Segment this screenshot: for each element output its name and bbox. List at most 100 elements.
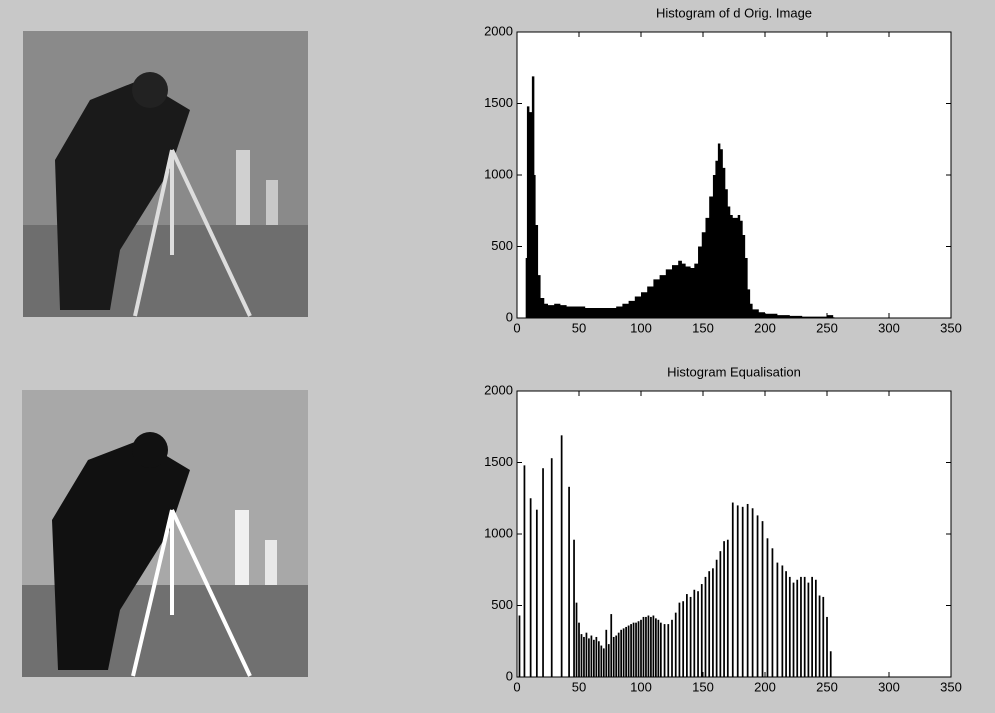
y-tick-label: 500 bbox=[491, 238, 513, 253]
x-tick-label: 350 bbox=[940, 320, 962, 335]
bar bbox=[776, 562, 779, 677]
bar bbox=[723, 541, 725, 677]
bar bbox=[615, 635, 618, 677]
bar bbox=[726, 539, 729, 677]
bar bbox=[612, 636, 615, 677]
bar bbox=[829, 651, 832, 677]
bar bbox=[761, 521, 764, 677]
x-tick-label: 200 bbox=[754, 679, 776, 694]
x-tick-label: 250 bbox=[816, 679, 838, 694]
bar bbox=[741, 506, 744, 677]
bar bbox=[630, 624, 632, 677]
bar bbox=[704, 576, 707, 677]
bar bbox=[652, 615, 655, 677]
y-tick-label: 1500 bbox=[484, 454, 513, 469]
x-tick-label: 350 bbox=[940, 679, 962, 694]
bar bbox=[667, 624, 670, 677]
bar bbox=[597, 641, 600, 677]
bar bbox=[542, 468, 544, 677]
bar bbox=[792, 582, 795, 677]
bar bbox=[595, 636, 598, 677]
y-tick-label: 0 bbox=[506, 309, 513, 324]
bar bbox=[635, 622, 637, 677]
bar bbox=[610, 614, 613, 677]
bar bbox=[625, 626, 627, 677]
bar bbox=[736, 505, 739, 677]
bar bbox=[674, 612, 677, 677]
bar bbox=[605, 629, 608, 677]
bar bbox=[697, 591, 699, 677]
bar bbox=[600, 645, 603, 677]
x-tick-label: 250 bbox=[816, 320, 838, 335]
bar bbox=[700, 584, 703, 677]
bar bbox=[796, 579, 799, 677]
x-tick-label: 200 bbox=[754, 320, 776, 335]
bar bbox=[640, 619, 642, 677]
bar bbox=[708, 571, 711, 677]
chart-title: Histogram Equalisation bbox=[667, 364, 801, 379]
bar bbox=[590, 635, 593, 677]
bar bbox=[622, 628, 625, 677]
bar bbox=[560, 435, 563, 677]
bar bbox=[715, 559, 718, 677]
bar bbox=[585, 632, 588, 677]
plot-area bbox=[517, 391, 951, 677]
bar bbox=[671, 619, 673, 677]
chart-title: Histogram of d Orig. Image bbox=[656, 5, 812, 20]
image-equalised bbox=[22, 390, 308, 677]
bar bbox=[580, 634, 583, 677]
bar bbox=[617, 632, 620, 677]
x-tick-label: 50 bbox=[572, 320, 586, 335]
bar bbox=[578, 622, 580, 677]
bar bbox=[647, 615, 650, 677]
bar bbox=[814, 579, 817, 677]
y-tick-label: 1000 bbox=[484, 525, 513, 540]
x-tick-label: 100 bbox=[630, 679, 652, 694]
bar bbox=[535, 509, 538, 677]
bar bbox=[818, 595, 821, 677]
bar bbox=[788, 576, 791, 677]
bar bbox=[826, 616, 828, 677]
bar bbox=[575, 602, 578, 677]
bar bbox=[731, 502, 734, 677]
axes: 0 50 100 150 200 250 300 350 0 500 1000 1500 2000 His… bbox=[484, 5, 962, 335]
x-tick-label: 50 bbox=[572, 679, 586, 694]
bar bbox=[650, 616, 652, 677]
bar bbox=[771, 548, 774, 677]
bar bbox=[781, 565, 784, 677]
bar bbox=[637, 621, 640, 677]
bar bbox=[529, 498, 532, 677]
bar bbox=[655, 618, 657, 677]
histogram-area bbox=[525, 76, 835, 318]
bar bbox=[523, 465, 526, 677]
x-tick-label: 0 bbox=[513, 320, 520, 335]
bar bbox=[746, 503, 749, 677]
y-tick-label: 1000 bbox=[484, 166, 513, 181]
y-tick-label: 0 bbox=[506, 668, 513, 683]
bar bbox=[573, 539, 575, 677]
bar bbox=[693, 589, 696, 677]
x-tick-label: 150 bbox=[692, 320, 714, 335]
bar bbox=[686, 594, 688, 677]
y-tick-label: 2000 bbox=[484, 382, 513, 397]
y-tick-label: 1500 bbox=[484, 95, 513, 110]
bar bbox=[588, 638, 590, 677]
x-tick-label: 0 bbox=[513, 679, 520, 694]
bar bbox=[657, 619, 660, 677]
bar bbox=[583, 636, 585, 677]
bar bbox=[811, 576, 813, 677]
bar bbox=[689, 596, 692, 677]
bar bbox=[550, 458, 553, 677]
bar bbox=[756, 515, 759, 677]
bar bbox=[751, 508, 754, 677]
bar bbox=[607, 644, 610, 677]
bar bbox=[803, 576, 806, 677]
axes: 0 50 100 150 200 250 300 350 0 500 1000 1500 2000 His… bbox=[484, 364, 962, 694]
bar bbox=[682, 601, 685, 677]
image-original bbox=[23, 31, 308, 317]
bar bbox=[663, 624, 666, 677]
x-tick-label: 150 bbox=[692, 679, 714, 694]
y-tick-label: 2000 bbox=[484, 23, 513, 38]
x-tick-label: 300 bbox=[878, 679, 900, 694]
bar bbox=[807, 582, 810, 677]
